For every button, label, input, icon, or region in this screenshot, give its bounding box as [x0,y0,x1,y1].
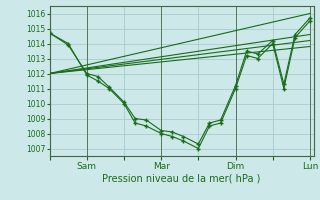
X-axis label: Pression niveau de la mer( hPa ): Pression niveau de la mer( hPa ) [102,173,261,183]
